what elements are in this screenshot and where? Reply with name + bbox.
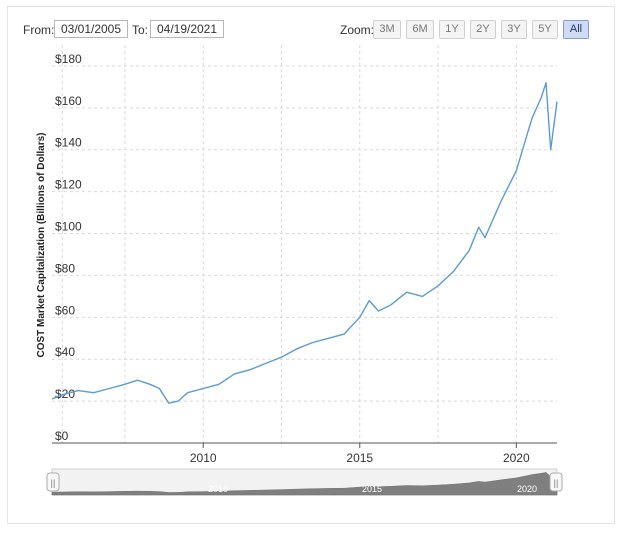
to-label: To: (132, 23, 149, 37)
x-tick-label: 2010 (190, 451, 217, 465)
from-date-input[interactable]: 03/01/2005 (54, 20, 128, 38)
x-tick-label: 2020 (503, 451, 530, 465)
navigator-series-area (51, 472, 558, 496)
y-tick-label: $180 (55, 52, 82, 66)
zoom-5y-button[interactable]: 5Y (532, 20, 558, 39)
y-tick-label: $60 (55, 303, 75, 317)
y-tick-label: $100 (55, 220, 82, 234)
grid-lines (52, 45, 557, 444)
y-tick-label: $80 (55, 261, 75, 275)
from-label: From: (23, 23, 55, 37)
zoom-2y-button[interactable]: 2Y (470, 20, 496, 39)
y-tick-label: $0 (55, 429, 69, 443)
y-tick-label: $120 (55, 178, 82, 192)
y-axis-ticks: $0$20$40$60$80$100$120$140$160$180 (55, 52, 82, 443)
navigator[interactable]: 2010 2015 2020 || || (46, 468, 563, 496)
chart-frame (7, 6, 615, 524)
zoom-1y-button[interactable]: 1Y (439, 20, 465, 39)
market-cap-series-line (51, 82, 558, 404)
navigator-right-handle-body[interactable] (549, 472, 563, 492)
x-tick-label: 2015 (346, 451, 373, 465)
navigator-tick-2010: 2010 (208, 484, 228, 494)
y-axis-label: COST Market Capitalization (Billions of … (36, 132, 47, 357)
navigator-left-handle-body[interactable] (46, 472, 60, 492)
zoom-3y-button[interactable]: 3Y (501, 20, 527, 39)
navigator-right-grip-icon: || (554, 478, 559, 488)
to-date-input[interactable]: 04/19/2021 (150, 20, 224, 38)
navigator-left-grip-icon: || (51, 478, 56, 488)
navigator-right-handle[interactable]: || (549, 472, 563, 492)
zoom-label: Zoom: (340, 23, 375, 37)
navigator-tick-2020: 2020 (517, 484, 537, 494)
zoom-3m-button[interactable]: 3M (373, 20, 401, 39)
navigator-left-handle[interactable]: || (46, 472, 60, 492)
y-tick-label: $40 (55, 345, 75, 359)
y-tick-label: $160 (55, 94, 82, 108)
y-tick-label: $140 (55, 136, 82, 150)
x-axis-ticks: 2010 2015 2020 (190, 443, 530, 465)
navigator-tick-2015: 2015 (362, 484, 382, 494)
zoom-all-button[interactable]: All (563, 20, 589, 39)
zoom-6m-button[interactable]: 6M (406, 20, 434, 39)
